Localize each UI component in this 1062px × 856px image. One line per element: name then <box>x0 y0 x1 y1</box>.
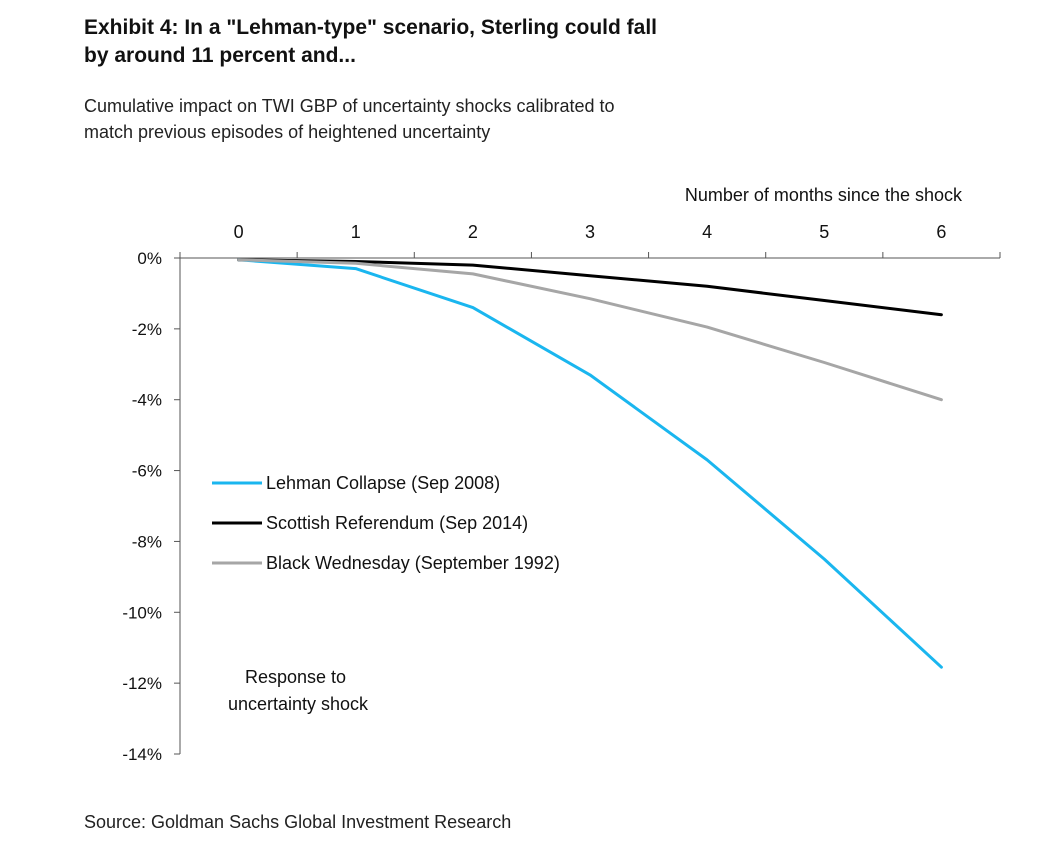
x-axis-label: Number of months since the shock <box>685 185 963 205</box>
legend-label-3: Black Wednesday (September 1992) <box>266 553 560 573</box>
chart-series-lines <box>237 258 943 669</box>
series-line-3 <box>237 258 943 402</box>
legend-label-1: Lehman Collapse (Sep 2008) <box>266 473 500 493</box>
y-tick-label: -12% <box>122 674 162 693</box>
y-tick-label: -4% <box>132 391 162 410</box>
chart-legend: Lehman Collapse (Sep 2008) Scottish Refer… <box>212 473 560 573</box>
series-line-1 <box>237 258 943 669</box>
y-annotation-line-1: Response to <box>245 667 346 687</box>
y-tick-label: -8% <box>132 532 162 551</box>
series-line-2 <box>237 258 943 317</box>
chart-subtitle-line-2: match previous episodes of heightened un… <box>84 122 491 142</box>
y-tick-label: -2% <box>132 320 162 339</box>
x-tick-label: 3 <box>585 222 595 242</box>
line-chart: 0% -2% -4% -6% -8% -10% -12% -14% 0 1 2 3 4 5 6 Lehman… <box>122 185 1001 764</box>
y-tick-label: -14% <box>122 745 162 764</box>
y-tick-label: 0% <box>137 249 162 268</box>
legend-label-2: Scottish Referendum (Sep 2014) <box>266 513 528 533</box>
x-tick-label: 1 <box>351 222 361 242</box>
x-tick-label: 0 <box>234 222 244 242</box>
source-note: Source: Goldman Sachs Global Investment … <box>84 812 512 832</box>
x-tick-label: 5 <box>819 222 829 242</box>
chart-title-line-2: by around 11 percent and... <box>84 44 356 67</box>
chart-title: Exhibit 4: In a "Lehman-type" scenario, … <box>84 14 984 70</box>
chart-axes: 0% -2% -4% -6% -8% -10% -12% -14% 0 1 2 3 4 5 6 <box>122 222 1001 764</box>
y-annotation-line-2: uncertainty shock <box>228 694 369 714</box>
x-tick-label: 4 <box>702 222 712 242</box>
chart-title-line-1: Exhibit 4: In a "Lehman-type" scenario, … <box>84 16 658 39</box>
y-tick-label: -10% <box>122 603 162 622</box>
chart-subtitle-line-1: Cumulative impact on TWI GBP of uncertai… <box>84 96 615 116</box>
y-annotation: Response to uncertainty shock <box>228 667 369 714</box>
x-tick-label: 2 <box>468 222 478 242</box>
x-tick-label: 6 <box>936 222 946 242</box>
y-tick-label: -6% <box>132 462 162 481</box>
chart-subtitle: Cumulative impact on TWI GBP of uncertai… <box>84 93 984 145</box>
